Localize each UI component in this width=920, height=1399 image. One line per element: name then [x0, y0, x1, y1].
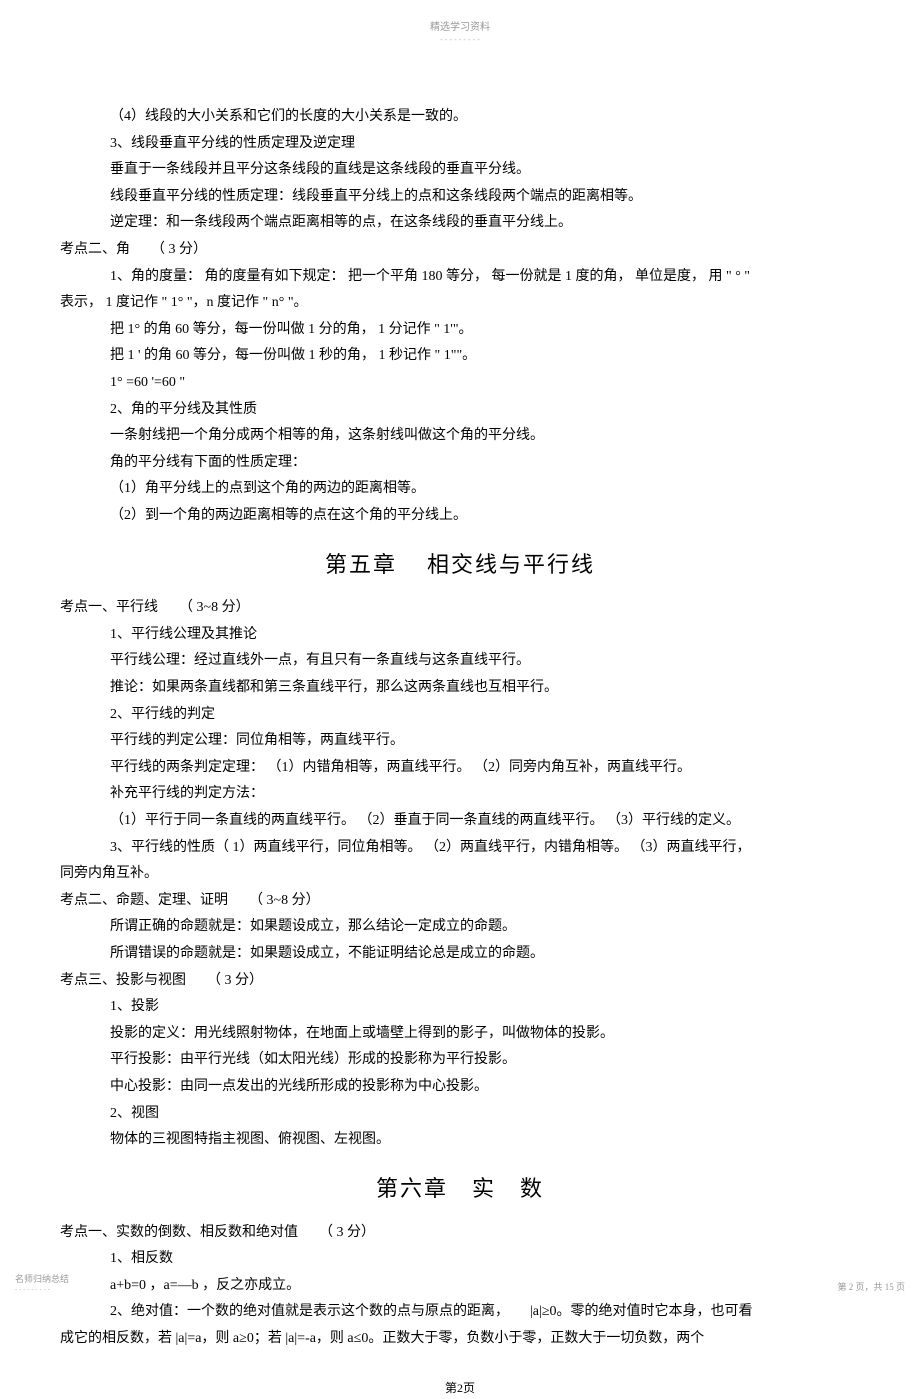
p16: 考点一、平行线 （ 3~8 分） [60, 595, 860, 622]
p39b: 成它的相反数，若 |a|=a，则 a≥0；若 |a|=-a，则 a≤0。正数大于… [60, 1326, 860, 1353]
p27: 所谓正确的命题就是：如果题设成立，那么结论一定成立的命题。 [60, 914, 860, 941]
p28: 所谓错误的命题就是：如果题设成立，不能证明结论总是成立的命题。 [60, 941, 860, 968]
p14: （1）角平分线上的点到这个角的两边的距离相等。 [60, 476, 860, 503]
header-title: 精选学习资料 [0, 0, 920, 33]
p25b: 同旁内角互补。 [60, 861, 860, 888]
chapter6-c: 数 [520, 1176, 544, 1201]
p4: 线段垂直平分线的性质定理：线段垂直平分线上的点和这条线段两个端点的距离相等。 [60, 184, 860, 211]
chapter6-a: 第六章 [376, 1176, 448, 1201]
p3: 垂直于一条线段并且平分这条线段的直线是这条线段的垂直平分线。 [60, 157, 860, 184]
p17: 1、平行线公理及其推论 [60, 622, 860, 649]
footer-left: 名师归纳总结 - - - - - - - - - [15, 1272, 69, 1293]
p33: 中心投影：由同一点发出的光线所形成的投影称为中心投影。 [60, 1074, 860, 1101]
p2: 3、线段垂直平分线的性质定理及逆定理 [60, 131, 860, 158]
p13: 角的平分线有下面的性质定理： [60, 450, 860, 477]
chapter5-a: 第五章 [325, 552, 397, 577]
p9: 把 1 ' 的角 60 等分，每一份叫做 1 秒的角， 1 秒记作 " 1""。 [60, 343, 860, 370]
p29: 考点三、投影与视图 （ 3 分） [60, 968, 860, 995]
p11: 2、角的平分线及其性质 [60, 397, 860, 424]
p39: 2、绝对值：一个数的绝对值就是表示这个数的点与原点的距离， |a|≥0。零的绝对… [60, 1299, 860, 1326]
p22: 平行线的两条判定定理： （1）内错角相等，两直线平行。 （2）同旁内角互补，两直… [60, 755, 860, 782]
document-content: （4）线段的大小关系和它们的长度的大小关系是一致的。 3、线段垂直平分线的性质定… [0, 44, 920, 1399]
p35: 物体的三视图特指主视图、俯视图、左视图。 [60, 1127, 860, 1154]
header-dashes: - - - - - - - - - [0, 35, 920, 44]
p18: 平行线公理：经过直线外一点，有且只有一条直线与这条直线平行。 [60, 648, 860, 675]
p36: 考点一、实数的倒数、相反数和绝对值 （ 3 分） [60, 1220, 860, 1247]
p7b: 表示， 1 度记作 " 1° "，n 度记作 " n° "。 [60, 290, 860, 317]
footer-right: 第 2 页，共 15 页 [837, 1280, 905, 1293]
p7: 1、角的度量： 角的度量有如下规定： 把一个平角 180 等分， 每一份就是 1… [60, 264, 860, 291]
p24: （1）平行于同一条直线的两直线平行。 （2）垂直于同一条直线的两直线平行。 （3… [60, 808, 860, 835]
p6: 考点二、角 （ 3 分） [60, 237, 860, 264]
footer-left-dashes: - - - - - - - - - [15, 1285, 69, 1293]
p1: （4）线段的大小关系和它们的长度的大小关系是一致的。 [60, 104, 860, 131]
p32: 平行投影：由平行光线（如太阳光线）形成的投影称为平行投影。 [60, 1047, 860, 1074]
footer-left-text: 名师归纳总结 [15, 1272, 69, 1285]
chapter5-title: 第五章 相交线与平行线 [60, 544, 860, 586]
p8: 把 1° 的角 60 等分，每一份叫做 1 分的角， 1 分记作 " 1'"。 [60, 317, 860, 344]
p25: 3、平行线的性质（ 1）两直线平行，同位角相等。 （2）两直线平行，内错角相等。… [60, 835, 860, 862]
p19: 推论：如果两条直线都和第三条直线平行，那么这两条直线也互相平行。 [60, 675, 860, 702]
chapter6-b: 实 [472, 1176, 496, 1201]
p23: 补充平行线的判定方法： [60, 781, 860, 808]
p20: 2、平行线的判定 [60, 702, 860, 729]
p37: 1、相反数 [60, 1246, 860, 1273]
p10: 1° =60 '=60 " [60, 370, 860, 397]
p21: 平行线的判定公理：同位角相等，两直线平行。 [60, 728, 860, 755]
p34: 2、视图 [60, 1101, 860, 1128]
chapter6-title: 第六章 实 数 [60, 1168, 860, 1210]
page-number: 第2页 [60, 1377, 860, 1399]
p26: 考点二、命题、定理、证明 （ 3~8 分） [60, 888, 860, 915]
p12: 一条射线把一个角分成两个相等的角，这条射线叫做这个角的平分线。 [60, 423, 860, 450]
p15: （2）到一个角的两边距离相等的点在这个角的平分线上。 [60, 503, 860, 530]
p30: 1、投影 [60, 994, 860, 1021]
p5: 逆定理：和一条线段两个端点距离相等的点，在这条线段的垂直平分线上。 [60, 210, 860, 237]
p38: a+b=0 ，a=—b ，反之亦成立。 [60, 1273, 860, 1300]
p31: 投影的定义：用光线照射物体，在地面上或墙壁上得到的影子，叫做物体的投影。 [60, 1021, 860, 1048]
chapter5-b: 相交线与平行线 [427, 552, 595, 577]
